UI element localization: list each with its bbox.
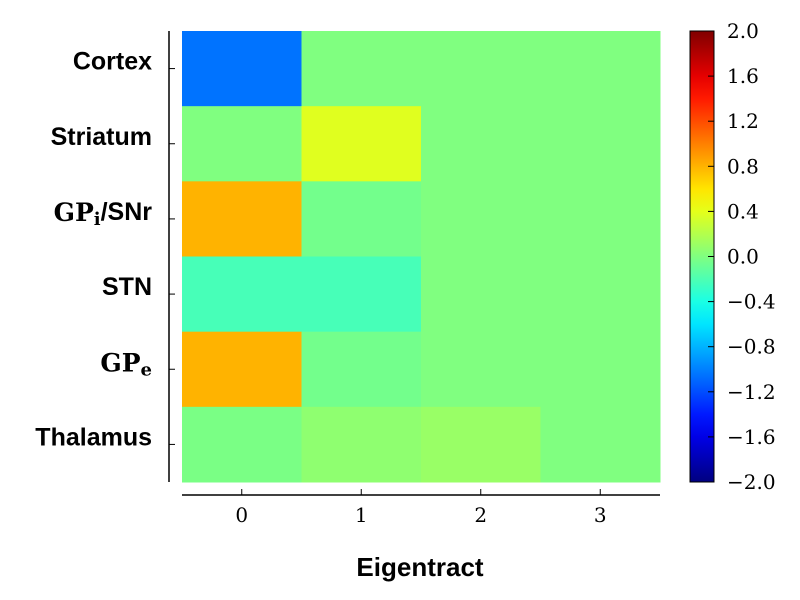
colorbar-tick-label: −0.8 bbox=[727, 335, 776, 359]
heatmap-cell bbox=[182, 31, 302, 107]
colorbar-tick-label: 0.4 bbox=[727, 199, 759, 223]
colorbar-tick-label: −1.6 bbox=[727, 425, 776, 449]
heatmap-cell bbox=[421, 106, 541, 182]
x-axis-title: Eigentract bbox=[356, 552, 483, 582]
y-tick-label: Striatum bbox=[51, 123, 152, 151]
colorbar-tick-label: −1.2 bbox=[727, 380, 776, 404]
x-tick-label: 0 bbox=[235, 503, 248, 527]
y-tick-label: Cortex bbox=[73, 48, 152, 76]
x-tick-label: 3 bbox=[594, 503, 607, 527]
y-tick-label: Thalamus bbox=[35, 423, 152, 451]
y-tick-labels: Cortex Striatum GPi/SNr STN GPe Thalamus bbox=[35, 48, 152, 452]
heatmap-cell bbox=[301, 31, 422, 107]
colorbar-tick-label: 1.6 bbox=[727, 64, 759, 88]
heatmap-cell bbox=[540, 406, 661, 483]
colorbar: 2.0 1.6 1.2 0.8 0.4 0.0 −0.4 −0.8 −1.2 −1.6 −2.0 bbox=[689, 19, 776, 494]
heatmap-cell bbox=[301, 331, 422, 408]
heatmap-cell bbox=[301, 256, 422, 333]
heatmap-cell bbox=[421, 406, 541, 483]
x-axis: 0 1 2 3 Eigentract bbox=[182, 489, 660, 582]
colorbar-tick-label: −0.4 bbox=[727, 290, 776, 314]
heatmap-cell bbox=[182, 331, 302, 408]
heatmap-cell bbox=[301, 406, 422, 483]
heatmap-cell bbox=[301, 181, 422, 257]
heatmap-cell bbox=[182, 106, 302, 182]
colorbar-tick-label: 0.8 bbox=[727, 154, 759, 178]
heatmap-cell bbox=[421, 181, 541, 257]
y-ticks bbox=[169, 68, 175, 445]
heatmap-cell bbox=[540, 331, 661, 408]
heatmap-cell bbox=[540, 106, 661, 182]
colorbar-tick-label: −2.0 bbox=[727, 470, 776, 494]
heatmap-cell bbox=[301, 106, 422, 182]
heatmap-cells bbox=[182, 31, 661, 483]
heatmap-cell bbox=[421, 31, 541, 107]
heatmap-cell bbox=[540, 31, 661, 107]
heatmap-cell bbox=[182, 181, 302, 257]
colorbar-tick-label: 2.0 bbox=[727, 19, 759, 43]
x-tick-labels: 0 1 2 3 bbox=[235, 503, 606, 527]
x-ticks bbox=[241, 489, 601, 495]
heatmap-cell bbox=[182, 406, 302, 483]
heatmap-cell bbox=[182, 256, 302, 333]
y-tick-label: GPe bbox=[100, 348, 152, 380]
colorbar-ticks bbox=[708, 30, 714, 483]
heatmap-cell bbox=[540, 181, 661, 257]
x-tick-label: 1 bbox=[355, 503, 368, 527]
y-axis: Cortex Striatum GPi/SNr STN GPe Thalamus bbox=[35, 31, 175, 482]
colorbar-tick-labels: 2.0 1.6 1.2 0.8 0.4 0.0 −0.4 −0.8 −1.2 −1.6 −2.0 bbox=[727, 19, 776, 494]
colorbar-tick-label: 0.0 bbox=[727, 245, 759, 269]
y-tick-label: GPi/SNr bbox=[54, 197, 153, 229]
x-tick-label: 2 bbox=[474, 503, 487, 527]
y-tick-label: STN bbox=[102, 273, 152, 301]
heatmap-cell bbox=[421, 256, 541, 333]
heatmap-cell bbox=[421, 331, 541, 408]
colorbar-tick-label: 1.2 bbox=[727, 109, 759, 133]
heatmap-cell bbox=[540, 256, 661, 333]
